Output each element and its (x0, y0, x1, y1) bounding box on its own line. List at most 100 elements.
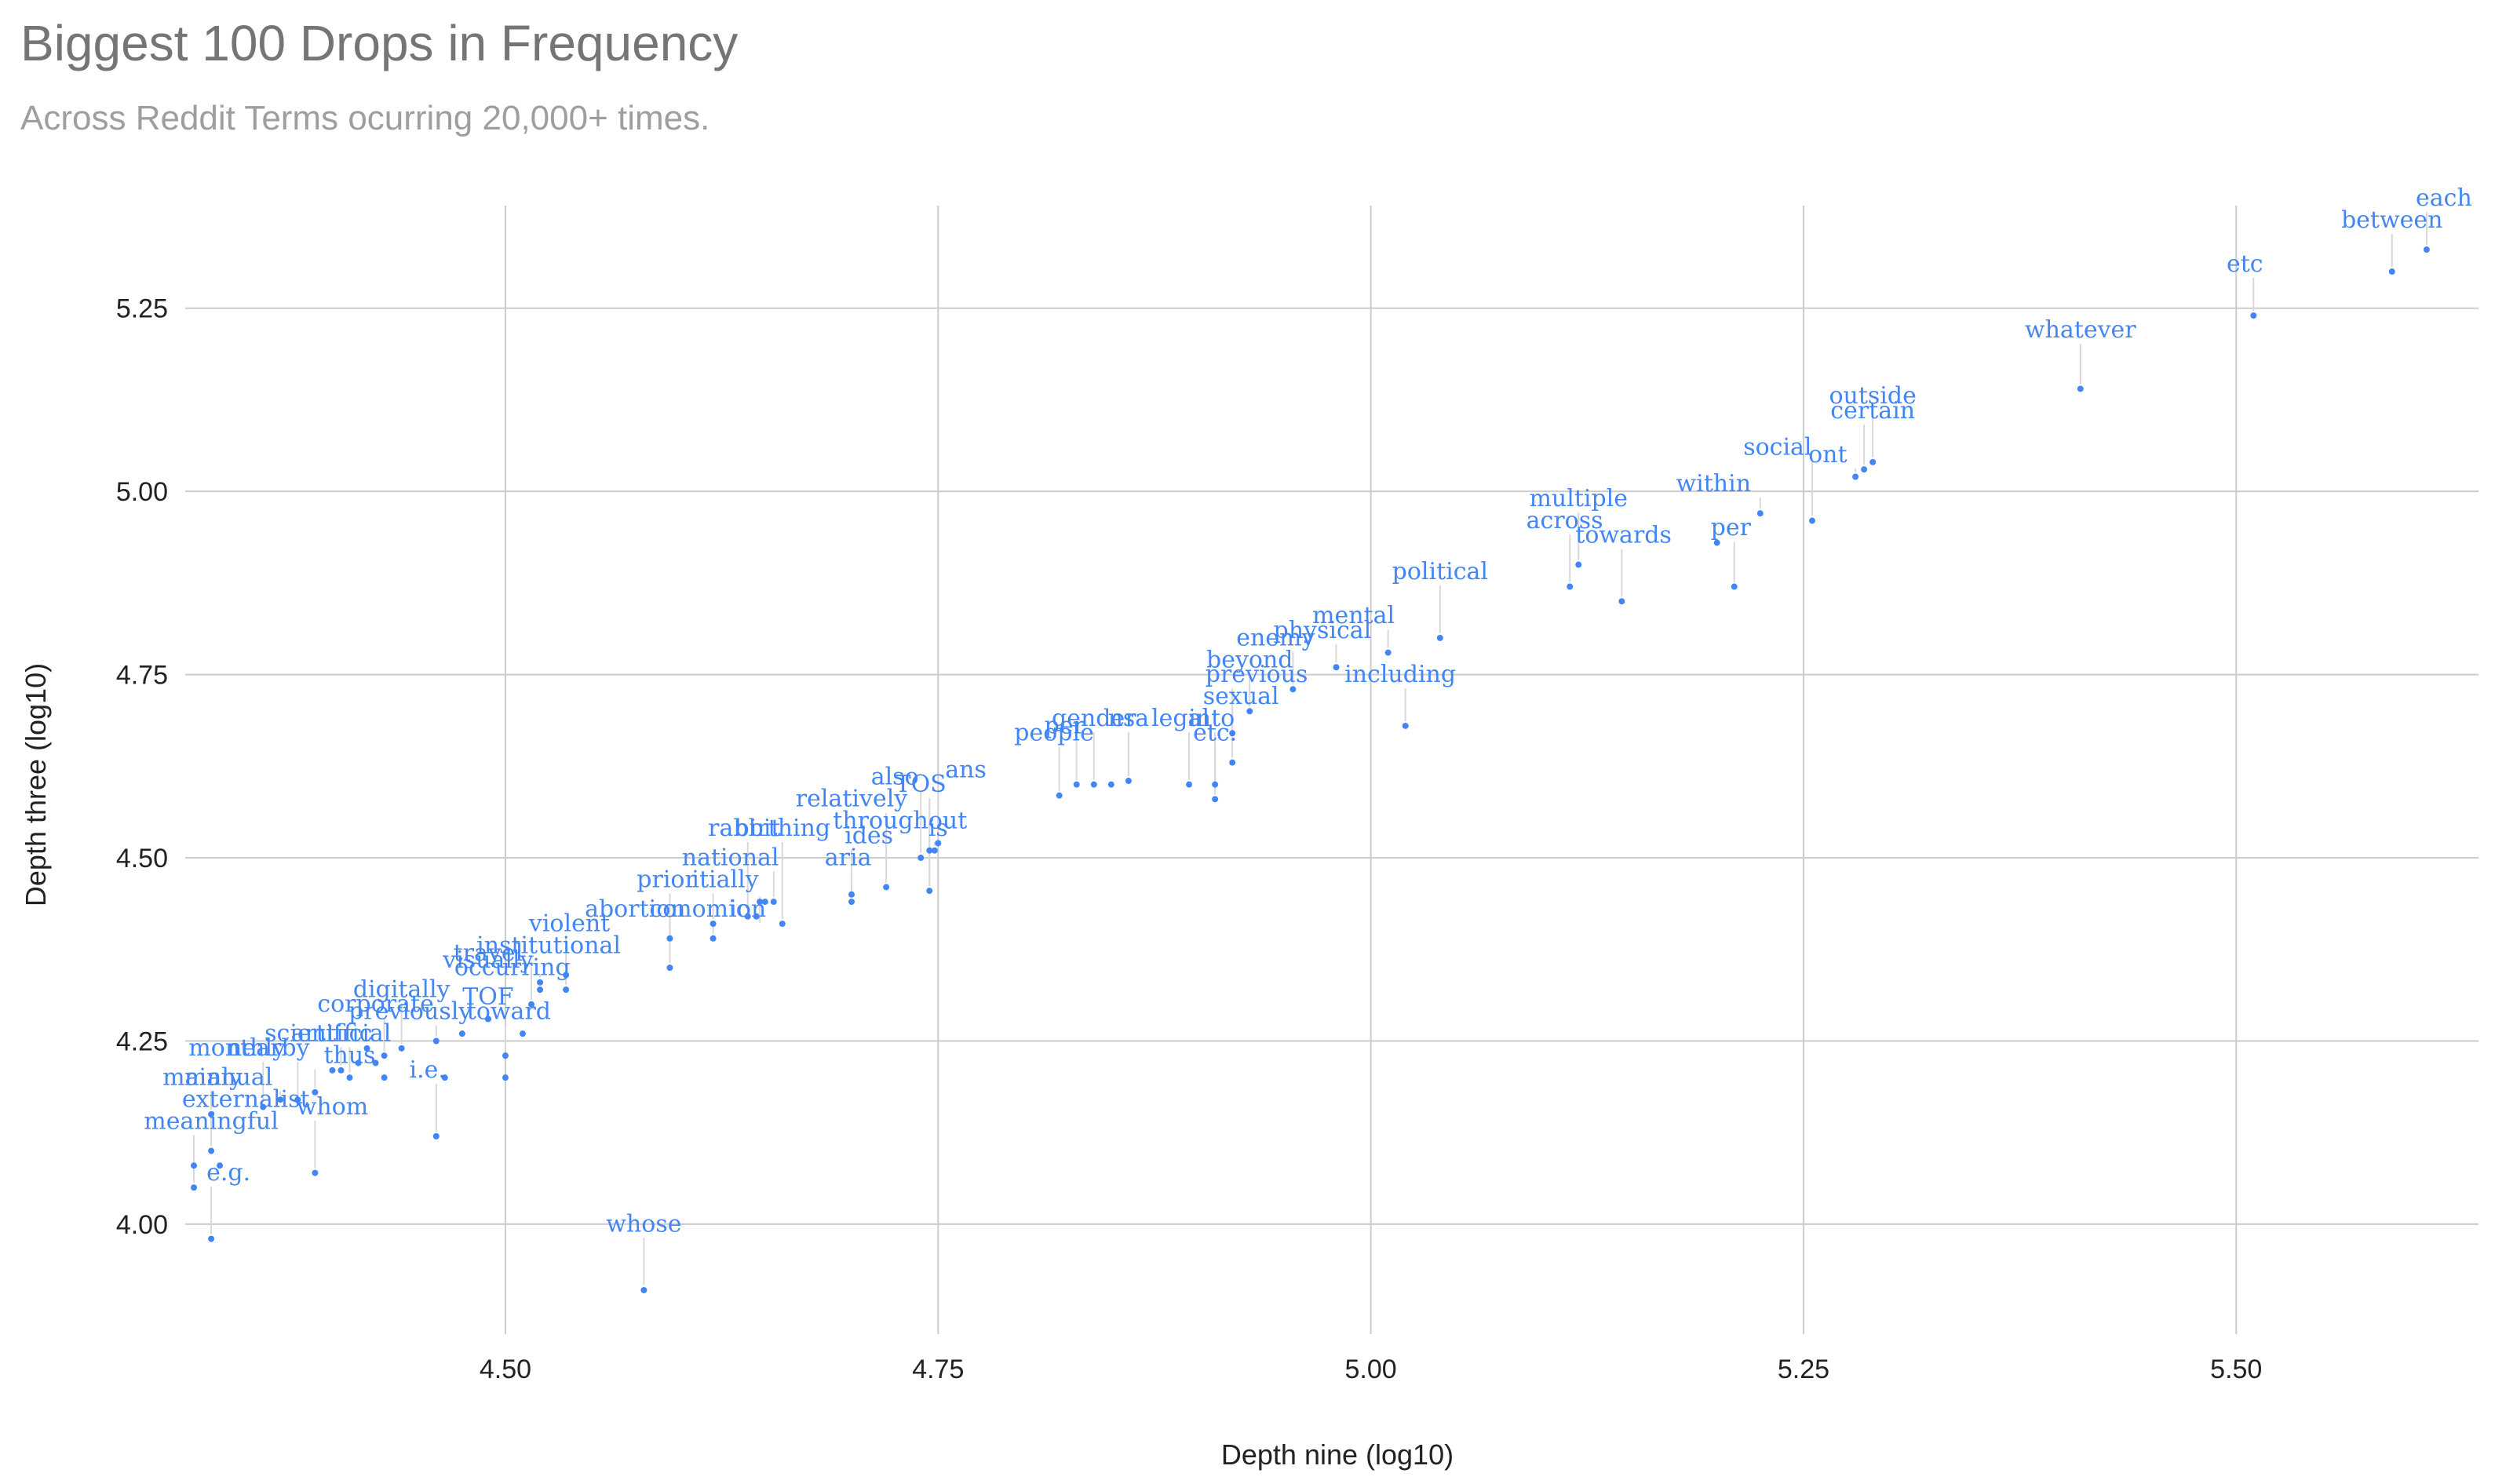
y-tick-label: 4.75 (116, 661, 168, 691)
point-label: institutional (476, 932, 621, 959)
data-point (260, 1103, 267, 1110)
point-label: relatively (796, 786, 908, 813)
data-point (744, 913, 751, 920)
data-point (1229, 730, 1236, 737)
point-label: political (1392, 558, 1488, 585)
data-point (502, 1074, 509, 1081)
point-label: mental (1312, 602, 1395, 629)
data-point (917, 855, 925, 862)
point-label: is (928, 815, 948, 842)
point-label: abortion (585, 895, 686, 923)
x-tick-label: 4.50 (480, 1355, 531, 1384)
point-label: digitally (353, 975, 450, 1003)
data-point (1861, 466, 1868, 473)
data-point (294, 1096, 301, 1103)
data-point (441, 1074, 448, 1081)
point-label: certain (1830, 397, 1915, 425)
data-point (208, 1110, 215, 1118)
data-point (312, 1088, 319, 1096)
data-point (1384, 649, 1392, 656)
data-point (563, 986, 570, 994)
data-point (1436, 634, 1443, 641)
point-label: artificial (291, 1019, 392, 1047)
data-point (1212, 796, 1219, 803)
data-point (432, 1037, 440, 1045)
point-label: within (1676, 470, 1751, 498)
data-point (277, 1096, 284, 1103)
data-point (1567, 583, 1574, 590)
data-point (484, 1015, 491, 1023)
point-label: externalist (182, 1086, 310, 1114)
point-label: gender (1052, 705, 1136, 732)
data-point (520, 1030, 527, 1037)
point-label: travel (454, 939, 523, 967)
point-label: manual (184, 1064, 272, 1092)
y-tick-label: 4.00 (116, 1210, 168, 1240)
data-point (337, 1067, 345, 1074)
point-label: e.g. (206, 1159, 250, 1187)
data-point (1756, 510, 1764, 517)
point-labels: eachbetweenetcwhateveroutsidecertainonts… (144, 184, 2471, 1238)
point-label: i.e. (410, 1056, 446, 1084)
axis-ticks: 4.50 4.75 5.00 5.25 5.50 4.00 4.25 4.50 4.75 5.00… (116, 294, 2263, 1384)
data-point (848, 899, 855, 906)
data-point (709, 935, 717, 942)
data-point (666, 964, 673, 972)
data-point (1107, 781, 1114, 788)
point-label: rabbit (708, 815, 780, 842)
point-label: violent (528, 910, 610, 937)
data-point (363, 1045, 370, 1052)
data-point (753, 913, 760, 920)
point-label: ion (729, 895, 766, 923)
y-tick-label: 4.25 (116, 1026, 168, 1056)
point-label: etc. (1193, 720, 1237, 747)
data-point (1289, 686, 1297, 693)
leader-lines (193, 212, 2428, 1285)
point-label: occurring (454, 953, 571, 981)
point-label: prior (637, 866, 696, 893)
data-point (779, 921, 786, 928)
point-label: enemy (1236, 624, 1315, 651)
data-point (770, 899, 777, 906)
data-point (346, 1074, 353, 1081)
point-label: multiple (1529, 485, 1628, 512)
data-point (1618, 598, 1625, 605)
point-label: toward (467, 997, 551, 1025)
data-points (191, 246, 2430, 1293)
data-point (1731, 583, 1738, 590)
data-point (1575, 561, 1582, 568)
point-label: into (1188, 705, 1235, 732)
data-point (528, 1001, 535, 1008)
point-label: TOF (462, 983, 513, 1011)
point-label: ont (1808, 441, 1847, 469)
point-label: itially (691, 866, 758, 893)
data-point (1212, 781, 1219, 788)
chart-subtitle: Across Reddit Terms ocurring 20,000+ tim… (20, 99, 710, 137)
data-point (563, 972, 570, 979)
point-label: conomic (649, 895, 749, 923)
data-point (2077, 385, 2084, 392)
data-point (1186, 781, 1193, 788)
point-label: each (2416, 184, 2472, 212)
data-point (537, 986, 544, 994)
point-label: whom (297, 1093, 369, 1121)
data-point (355, 1059, 362, 1067)
point-label: sexual (1203, 683, 1279, 710)
point-label: social (1743, 433, 1811, 461)
data-point (1808, 517, 1815, 524)
point-label: TOS (896, 771, 947, 798)
data-point (2423, 246, 2430, 253)
data-point (1090, 781, 1097, 788)
point-label: scientific (264, 1019, 372, 1047)
data-point (458, 1030, 465, 1037)
data-point (1713, 539, 1720, 546)
point-label: thus (323, 1042, 375, 1070)
data-point (883, 884, 890, 891)
point-label: beyond (1206, 646, 1293, 673)
data-point (757, 899, 764, 906)
data-point (2250, 312, 2257, 319)
point-label: throughout (833, 808, 967, 835)
data-point (381, 1074, 388, 1081)
point-label: national (682, 844, 779, 871)
